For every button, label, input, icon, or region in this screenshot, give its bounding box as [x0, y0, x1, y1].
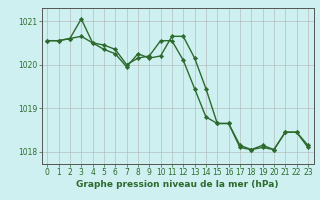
X-axis label: Graphe pression niveau de la mer (hPa): Graphe pression niveau de la mer (hPa): [76, 180, 279, 189]
